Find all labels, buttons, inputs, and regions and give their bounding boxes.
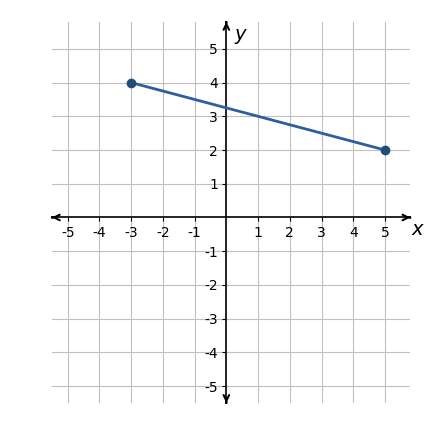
Text: y: y xyxy=(234,25,246,44)
Text: x: x xyxy=(412,220,423,239)
